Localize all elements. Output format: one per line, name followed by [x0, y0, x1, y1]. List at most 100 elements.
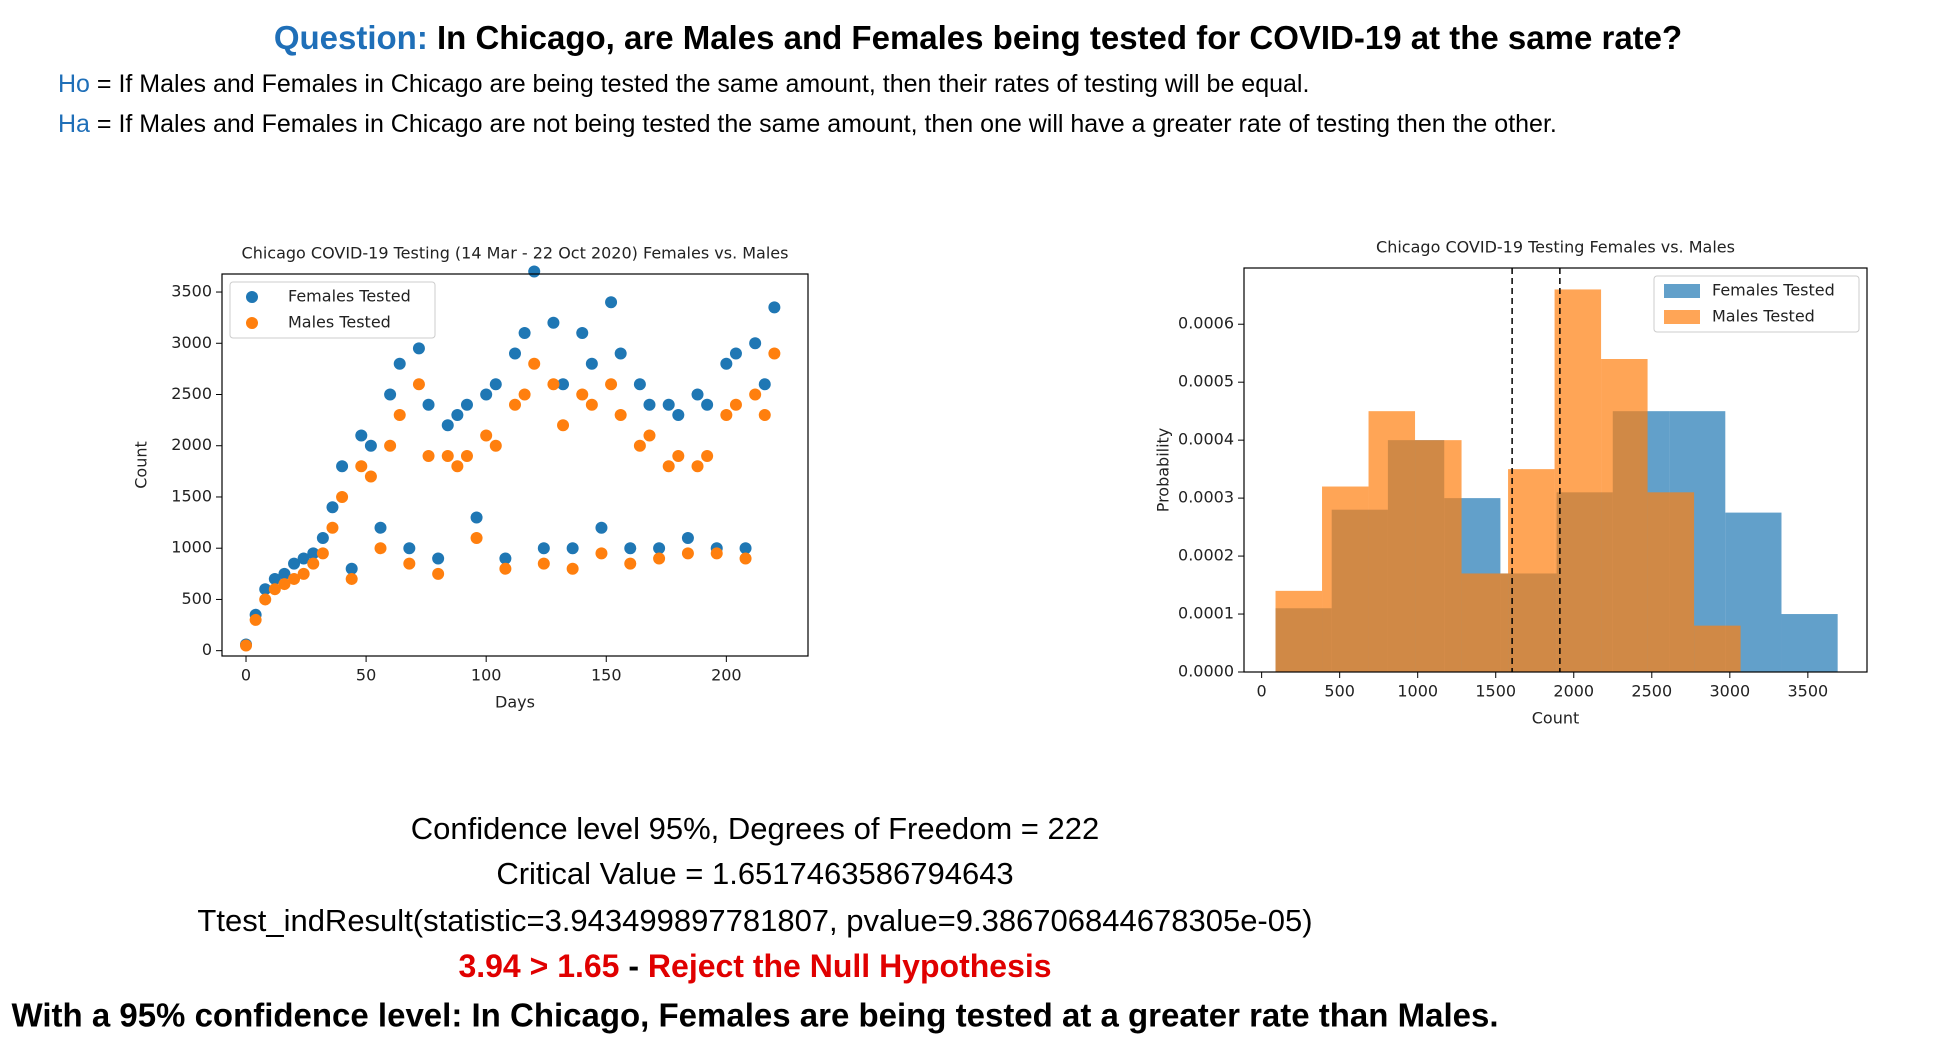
point [605, 296, 618, 309]
y-tick-label: 0 [202, 640, 212, 659]
point [422, 449, 435, 462]
point [364, 439, 377, 452]
conclusion: With a 95% confidence level: In Chicago,… [11, 997, 1498, 1034]
point [393, 357, 406, 370]
point [451, 408, 464, 421]
point [249, 613, 262, 626]
result-line: Confidence level 95%, Degrees of Freedom… [411, 811, 1099, 846]
x-axis-label: Count [1532, 709, 1580, 728]
hist-bar [1554, 289, 1602, 672]
y-tick-label: 1500 [171, 486, 212, 505]
y-tick-label: 1000 [171, 538, 212, 557]
point [240, 639, 253, 652]
point [720, 408, 733, 421]
hist-bar [1781, 614, 1838, 672]
point [672, 449, 685, 462]
hist-bar [1322, 486, 1369, 672]
x-axis-label: Days [495, 693, 535, 712]
point [355, 429, 368, 442]
chart-title: Chicago COVID-19 Testing (14 Mar - 22 Oc… [242, 244, 789, 263]
point [758, 378, 771, 391]
point [307, 547, 320, 560]
point [499, 552, 512, 565]
point [297, 567, 310, 580]
hist-bar [1415, 440, 1462, 672]
y-tick-label: 0.0000 [1178, 662, 1234, 681]
y-tick-label: 0.0002 [1178, 546, 1234, 565]
point [432, 567, 445, 580]
point [653, 552, 666, 565]
point [470, 531, 483, 544]
chart-title: Chicago COVID-19 Testing Females vs. Mal… [1376, 238, 1735, 257]
point [518, 388, 531, 401]
point [633, 378, 646, 391]
point [739, 552, 752, 565]
point [326, 521, 339, 534]
y-axis-label: Probability [1154, 428, 1173, 513]
point [585, 357, 598, 370]
point [499, 562, 512, 575]
point [557, 378, 570, 391]
y-tick-label: 3500 [171, 282, 212, 301]
result-line: Critical Value = 1.6517463586794643 [496, 856, 1013, 891]
point [460, 449, 473, 462]
y-axis-label: Count [132, 441, 151, 489]
point [729, 347, 742, 360]
point [259, 593, 272, 606]
point [412, 342, 425, 355]
point [585, 398, 598, 411]
point [374, 521, 387, 534]
point [336, 490, 349, 503]
point [288, 572, 301, 585]
separator: - [628, 948, 639, 984]
point [681, 547, 694, 560]
point [470, 511, 483, 524]
legend-label: Females Tested [1712, 281, 1835, 300]
point [691, 388, 704, 401]
point [537, 542, 550, 555]
point [384, 439, 397, 452]
x-tick-label: 2500 [1631, 682, 1672, 701]
point [278, 567, 291, 580]
decision-text: Reject the Null Hypothesis [648, 948, 1052, 984]
point [653, 542, 666, 555]
point [480, 388, 493, 401]
x-tick-label: 2000 [1553, 682, 1594, 701]
point [268, 583, 281, 596]
hist-bar [1461, 573, 1509, 672]
point [595, 521, 608, 534]
y-tick-label: 3000 [171, 333, 212, 352]
point [268, 572, 281, 585]
point [557, 419, 570, 432]
question-label: Question: [274, 19, 428, 56]
point [624, 542, 637, 555]
decision: 3.94 > 1.65 - Reject the Null Hypothesis [458, 948, 1051, 984]
point [297, 552, 310, 565]
hist-bar [1694, 625, 1741, 672]
point [701, 398, 714, 411]
point [364, 470, 377, 483]
plot-frame [221, 273, 809, 657]
point [480, 429, 493, 442]
point [672, 408, 685, 421]
x-tick-label: 1500 [1475, 682, 1516, 701]
y-tick-label: 0.0001 [1178, 604, 1234, 623]
point [412, 378, 425, 391]
y-tick-label: 0.0004 [1178, 430, 1234, 449]
comparison: 3.94 > 1.65 [458, 948, 619, 984]
point [393, 408, 406, 421]
point [528, 357, 541, 370]
point [355, 460, 368, 473]
y-tick-label: 0.0005 [1178, 372, 1234, 391]
question-text: In Chicago, are Males and Females being … [437, 19, 1682, 56]
point [345, 562, 358, 575]
point [691, 460, 704, 473]
legend-box [229, 281, 436, 339]
x-tick-label: 200 [711, 666, 742, 685]
point [288, 557, 301, 570]
legend-box [1653, 275, 1860, 333]
point [384, 388, 397, 401]
legend-label: Males Tested [1712, 307, 1815, 326]
point [701, 449, 714, 462]
point [566, 542, 579, 555]
